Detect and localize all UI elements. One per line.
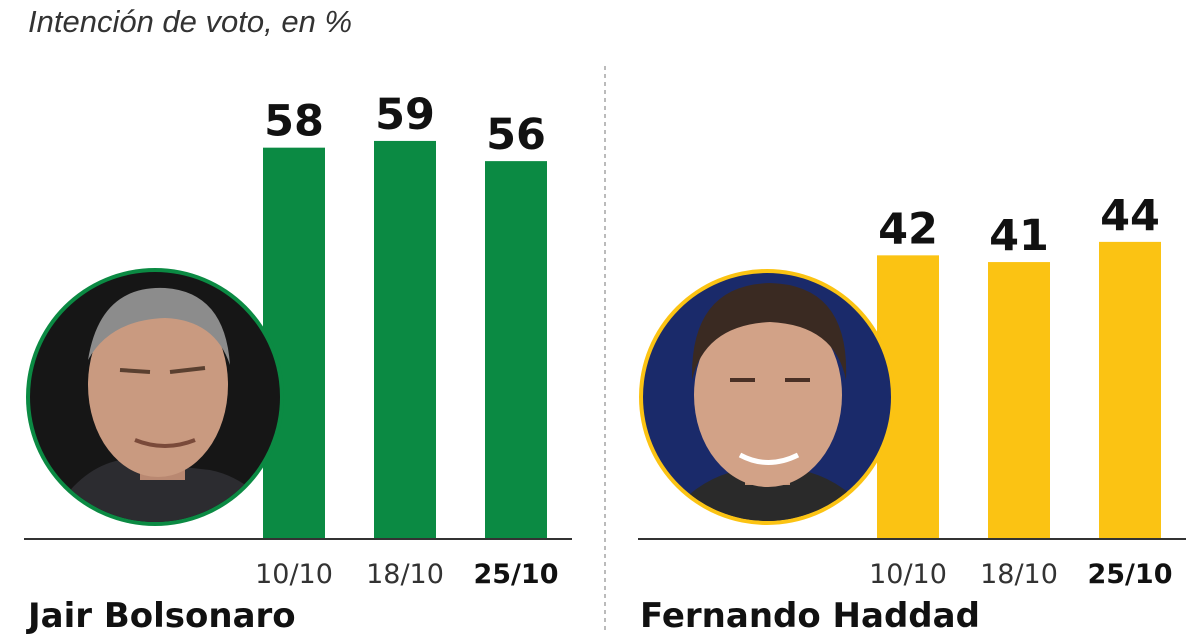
value-label-haddad-0: 42 <box>878 204 938 254</box>
value-label-haddad-1: 41 <box>989 211 1049 261</box>
date-label-bolsonaro-0: 10/10 <box>255 559 333 590</box>
value-label-bolsonaro-0: 58 <box>264 97 324 147</box>
bar-haddad-1 <box>988 262 1050 538</box>
candidate-name-bolsonaro: Jair Bolsonaro <box>28 596 296 636</box>
bar-bolsonaro-2 <box>485 161 547 538</box>
date-label-bolsonaro-1: 18/10 <box>366 559 444 590</box>
candidate-name-haddad: Fernando Haddad <box>640 596 980 636</box>
portrait-haddad-photo <box>639 269 895 525</box>
value-label-bolsonaro-1: 59 <box>375 90 435 140</box>
date-label-haddad-2: 25/10 <box>1087 559 1172 590</box>
value-label-haddad-2: 44 <box>1100 191 1160 241</box>
date-label-haddad-0: 10/10 <box>869 559 947 590</box>
bar-bolsonaro-0 <box>263 147 325 538</box>
date-label-bolsonaro-2: 25/10 <box>473 559 558 590</box>
portrait-bolsonaro-photo <box>26 268 284 526</box>
bolsonaro-panel: 58 10/10 59 18/10 56 25/10 <box>24 90 572 590</box>
bar-bolsonaro-1 <box>374 140 436 538</box>
bar-haddad-2 <box>1099 241 1161 538</box>
haddad-panel: 42 10/10 41 18/10 44 25/10 <box>638 191 1186 590</box>
date-label-haddad-1: 18/10 <box>980 559 1058 590</box>
chart-subtitle: Intención de voto, en % <box>28 4 353 39</box>
value-label-bolsonaro-2: 56 <box>486 110 546 160</box>
